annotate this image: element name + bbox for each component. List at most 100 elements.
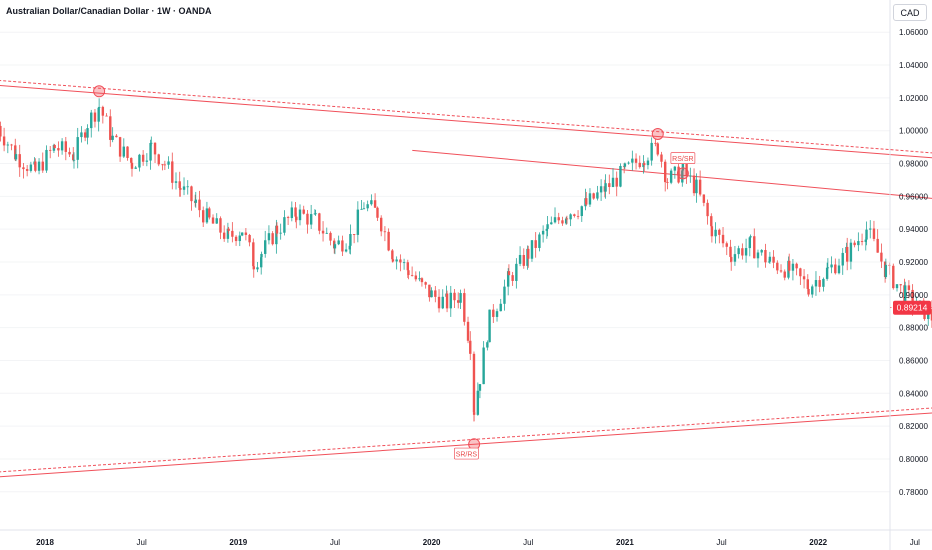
candle-body xyxy=(642,163,645,168)
candle-body xyxy=(333,244,337,249)
candle-body xyxy=(68,151,71,155)
candle-body xyxy=(604,183,607,192)
candle-body xyxy=(86,128,89,138)
candle-body xyxy=(546,224,549,229)
candle-body xyxy=(841,252,844,266)
candle-body xyxy=(205,208,209,223)
candle-body xyxy=(264,240,267,254)
candle-body xyxy=(352,234,356,235)
candle-body xyxy=(76,137,79,160)
lower-channel-dashed xyxy=(0,407,932,473)
y-tick-label: 0.92000 xyxy=(899,258,928,267)
candle-body xyxy=(899,284,902,286)
candle-body xyxy=(814,280,818,287)
y-tick-label: 0.88000 xyxy=(899,324,928,333)
candle-body xyxy=(930,309,932,321)
candle-body xyxy=(656,143,659,155)
candle-body xyxy=(341,240,344,252)
upper-channel-dashed xyxy=(0,80,932,154)
candle-body xyxy=(161,164,164,166)
candle-body xyxy=(744,248,748,256)
candle-body xyxy=(631,158,634,163)
candle-body xyxy=(673,166,677,171)
candle-body xyxy=(248,234,251,243)
candle-body xyxy=(541,230,545,235)
candle-body xyxy=(466,321,470,341)
y-tick-label: 0.84000 xyxy=(899,389,928,398)
candle-body xyxy=(585,198,588,205)
candle-body xyxy=(550,222,553,225)
candle-body xyxy=(256,267,259,270)
candle-body xyxy=(387,231,390,251)
candle-body xyxy=(309,214,313,225)
candle-body xyxy=(420,278,424,283)
candle-body xyxy=(414,275,418,280)
candle-body xyxy=(271,233,274,245)
candle-body xyxy=(865,229,868,240)
candle-body xyxy=(126,146,129,158)
candle-body xyxy=(294,207,297,217)
candle-body xyxy=(710,226,714,237)
y-tick-label: 0.86000 xyxy=(899,356,928,365)
candle-body xyxy=(557,217,560,221)
candle-body xyxy=(730,256,733,262)
candle-body xyxy=(573,214,576,216)
candle-body xyxy=(608,183,611,188)
candle-body xyxy=(80,132,83,138)
candle-body xyxy=(764,250,767,263)
candle-body xyxy=(463,293,466,322)
candle-body xyxy=(643,163,646,166)
candle-body xyxy=(695,179,698,194)
candle-body xyxy=(599,186,603,193)
touch-point-marker xyxy=(676,167,689,180)
candle-body xyxy=(226,228,230,239)
candle-body xyxy=(737,248,740,255)
y-tick-label: 0.78000 xyxy=(899,488,928,497)
candle-body xyxy=(706,202,709,217)
candle-body xyxy=(141,154,145,162)
drawing-lines xyxy=(0,80,932,478)
candle-body xyxy=(37,161,41,171)
candle-body xyxy=(669,170,673,183)
candle-body xyxy=(418,278,421,280)
annotation-box xyxy=(670,152,696,164)
candle-body xyxy=(853,242,856,246)
touch-point-marker xyxy=(93,85,106,98)
candle-body xyxy=(370,200,373,205)
candle-body xyxy=(545,228,549,231)
candle-body xyxy=(776,262,779,271)
candle-body xyxy=(741,248,744,256)
candle-body xyxy=(275,225,278,245)
x-tick-label: Jul xyxy=(330,538,340,547)
candle-body xyxy=(348,245,352,250)
currency-selector[interactable]: CAD xyxy=(893,4,927,21)
candle-body xyxy=(472,412,476,415)
candle-body xyxy=(97,107,100,122)
candle-body xyxy=(49,149,52,151)
candle-body xyxy=(174,181,178,183)
grid xyxy=(0,31,890,493)
candle-body xyxy=(424,282,427,285)
candle-body xyxy=(428,284,431,298)
candle-body xyxy=(2,136,6,146)
candle-body xyxy=(441,296,444,309)
candle-body xyxy=(453,292,456,301)
candle-body xyxy=(134,167,137,169)
candle-body xyxy=(779,270,783,272)
candle-body xyxy=(97,106,101,108)
candle-body xyxy=(825,267,829,279)
candle-body xyxy=(321,230,325,234)
candle-body xyxy=(615,177,618,187)
candle-body xyxy=(376,207,379,218)
candle-body xyxy=(383,231,387,233)
candle-body xyxy=(157,154,160,165)
candle-body xyxy=(93,112,97,122)
candle-body xyxy=(689,175,692,177)
candle-body xyxy=(153,142,157,155)
candle-body xyxy=(252,266,255,270)
candle-body xyxy=(145,160,149,162)
candle-body xyxy=(90,112,93,129)
candle-body xyxy=(244,232,248,235)
candle-body xyxy=(83,132,87,138)
